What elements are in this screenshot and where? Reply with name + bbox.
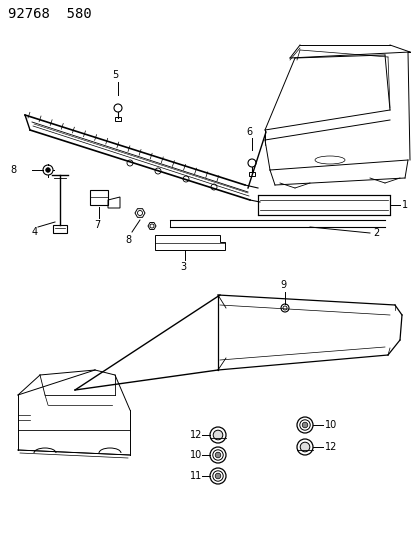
Text: 11: 11 — [189, 471, 202, 481]
Circle shape — [183, 176, 189, 182]
Circle shape — [127, 160, 133, 166]
Circle shape — [46, 168, 50, 172]
Text: 9: 9 — [279, 280, 285, 290]
Circle shape — [296, 417, 312, 433]
Circle shape — [209, 447, 225, 463]
Circle shape — [215, 473, 220, 479]
Text: 2: 2 — [372, 228, 378, 238]
Text: 12: 12 — [324, 442, 337, 452]
Text: 10: 10 — [324, 420, 337, 430]
Text: 1: 1 — [401, 200, 407, 210]
Text: 5: 5 — [112, 70, 118, 80]
Text: 4: 4 — [32, 227, 38, 237]
Circle shape — [247, 159, 255, 167]
Text: 12: 12 — [189, 430, 202, 440]
Polygon shape — [257, 195, 389, 215]
Circle shape — [296, 439, 312, 455]
Circle shape — [280, 304, 288, 312]
Text: 92768  580: 92768 580 — [8, 7, 92, 21]
Text: 8: 8 — [10, 165, 16, 175]
Circle shape — [212, 471, 223, 481]
Circle shape — [209, 427, 225, 443]
Circle shape — [211, 184, 216, 190]
Text: 6: 6 — [245, 127, 252, 137]
Circle shape — [114, 104, 122, 112]
Circle shape — [299, 442, 309, 452]
Circle shape — [212, 450, 223, 460]
Text: 3: 3 — [180, 262, 185, 272]
Text: 8: 8 — [125, 235, 131, 245]
Circle shape — [215, 452, 220, 458]
Circle shape — [213, 430, 222, 440]
Text: 10: 10 — [189, 450, 202, 460]
Circle shape — [209, 468, 225, 484]
Circle shape — [43, 165, 53, 175]
Circle shape — [299, 420, 309, 430]
Text: 7: 7 — [94, 220, 100, 230]
Circle shape — [154, 168, 161, 174]
Circle shape — [301, 422, 307, 428]
